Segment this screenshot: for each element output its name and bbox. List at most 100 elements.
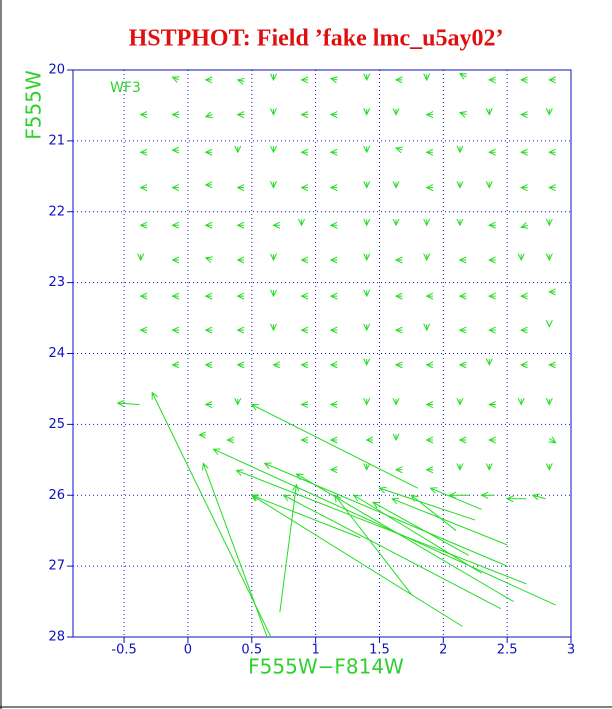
arrow [456,398,464,406]
y-tick-label: 21 [48,133,65,148]
arrow [506,495,527,503]
x-tick-label: 0 [184,643,192,658]
arrow [171,184,180,192]
arrow [448,491,469,499]
arrow [520,184,528,192]
arrow [458,256,467,264]
arrow [458,111,467,118]
arrow [363,323,371,332]
arrow [204,221,213,229]
arrow [139,184,148,192]
arrow [279,483,300,613]
arrow [204,326,213,334]
arrow [139,148,148,156]
arrow [394,466,403,474]
arrow [392,108,400,116]
arrow [329,401,338,409]
arrow [204,292,213,300]
arrow [488,436,496,444]
arrow [202,462,268,638]
arrow [234,145,242,154]
arrow [425,361,434,369]
arrow [425,466,434,474]
arrow [425,111,434,119]
arrow [204,76,213,84]
arrow [236,361,245,369]
arrow [300,256,309,264]
arrow [488,401,496,409]
arrow [139,221,148,229]
arrow [272,221,280,229]
arrow [488,76,496,84]
arrow [517,253,525,262]
arrow [269,145,277,154]
arrow [488,221,496,229]
arrow [488,292,496,300]
arrow [545,398,553,406]
arrow [545,320,553,328]
arrow [520,326,528,334]
x-tick-label: -0.5 [111,643,136,658]
arrow [329,148,338,156]
y-tick-label: 20 [48,63,65,78]
arrow [485,181,493,189]
arrow [236,77,245,85]
arrow [139,111,148,119]
arrow [392,398,400,406]
arrow [250,494,361,539]
arrow [394,292,403,300]
y-tick-label: 25 [48,417,65,432]
arrow [171,146,180,154]
arrow [137,253,145,262]
arrow [531,493,546,501]
arrow [226,436,235,444]
arrow [392,218,400,227]
arrow [429,487,482,510]
arrow [365,436,374,444]
arrow [269,289,277,298]
arrow [425,292,434,300]
arrow [171,326,180,334]
arrow [548,288,556,296]
arrow [171,256,180,264]
arrow [394,146,404,154]
arrow [300,326,309,334]
arrow [423,253,431,262]
arrow [488,256,496,264]
arrow [116,400,140,407]
x-tick-label: 2 [439,643,447,658]
arrow [139,326,148,334]
arrow [204,181,213,189]
arrow [329,292,338,300]
arrow [517,398,525,406]
arrow [269,108,277,116]
arrow [298,218,306,227]
arrow [363,145,371,154]
arrow [300,292,309,300]
arrow [548,76,556,84]
arrow [300,76,309,84]
arrow [272,361,280,369]
y-tick-label: 27 [48,559,65,574]
arrow [545,108,553,116]
arrow [269,181,277,189]
x-tick-label: 2.5 [497,643,518,658]
arrow [329,256,338,264]
arrow [204,256,213,264]
arrow [392,433,400,442]
arrow [295,473,514,602]
arrow [363,398,371,406]
arrow [456,145,464,154]
arrow [485,358,493,366]
arrow [236,326,245,334]
arrow [480,491,495,499]
arrow [520,111,528,119]
arrow [171,221,180,229]
arrow [171,111,180,119]
arrow [171,361,180,369]
arrow [329,326,338,334]
arrow [488,326,496,334]
y-axis-title: F555W [22,70,46,140]
x-tick-label: 0.5 [241,643,262,658]
arrow [329,361,338,369]
